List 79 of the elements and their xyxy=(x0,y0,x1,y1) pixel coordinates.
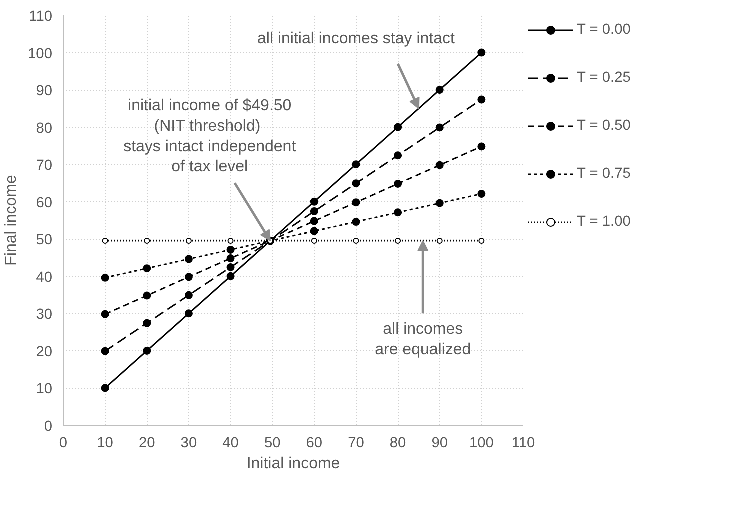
point xyxy=(478,96,486,104)
point xyxy=(143,319,152,328)
point xyxy=(310,198,318,206)
point xyxy=(478,48,486,57)
x-tick-label: 60 xyxy=(306,436,323,452)
point xyxy=(186,238,192,244)
point xyxy=(226,263,235,272)
point xyxy=(352,160,360,169)
y-tick-label: 80 xyxy=(36,120,53,137)
point xyxy=(394,152,402,160)
legend-label: T = 0.25 xyxy=(577,70,631,86)
x-tick-label: 0 xyxy=(59,436,68,452)
point xyxy=(184,255,193,264)
point xyxy=(101,310,110,318)
y-tick-label: 0 xyxy=(44,419,53,435)
point xyxy=(226,272,235,280)
y-tick-label: 90 xyxy=(36,84,53,100)
y-tick-label: 20 xyxy=(36,344,53,360)
x-tick-label: 30 xyxy=(180,436,198,452)
annotation: all incomes are equalized xyxy=(375,321,472,359)
x-tick-label: 40 xyxy=(222,436,239,452)
point xyxy=(352,198,360,207)
point xyxy=(143,346,152,355)
point xyxy=(394,180,402,188)
y-tick-label: 10 xyxy=(36,382,53,398)
point xyxy=(184,310,193,318)
point xyxy=(228,238,234,244)
x-tick-label: 70 xyxy=(348,436,364,452)
point xyxy=(101,347,110,356)
point xyxy=(352,180,360,188)
point xyxy=(478,190,486,198)
annotation: all initial incomes stay intact xyxy=(258,30,456,48)
y-tick-label: 60 xyxy=(36,195,53,212)
x-tick-label: 20 xyxy=(138,436,156,452)
point xyxy=(144,238,150,244)
point xyxy=(478,142,486,151)
legend-label: T = 1.00 xyxy=(577,214,631,230)
x-tick-label: 50 xyxy=(264,436,281,452)
y-tick-label: 110 xyxy=(29,9,53,25)
point xyxy=(184,291,193,300)
point xyxy=(310,217,318,226)
point xyxy=(436,199,444,208)
x-tick-label: 80 xyxy=(390,436,406,452)
point xyxy=(436,86,444,94)
x-axis-title: Initial income xyxy=(246,456,340,472)
x-tick-label: 100 xyxy=(469,436,494,452)
point xyxy=(102,238,108,244)
x-tick-label: 110 xyxy=(512,436,536,452)
annotation: initial income of $49.50 (NIT threshold) stays intact independent of tax level xyxy=(124,98,297,176)
point xyxy=(101,384,110,392)
point xyxy=(143,264,152,273)
legend-label: T = 0.00 xyxy=(577,22,631,38)
point xyxy=(395,238,402,244)
point xyxy=(478,238,485,244)
point xyxy=(394,208,402,217)
legend-label: T = 0.50 xyxy=(577,118,631,134)
point xyxy=(101,274,110,282)
point xyxy=(436,238,443,244)
y-tick-label: 30 xyxy=(36,307,53,324)
y-tick-label: 70 xyxy=(36,158,53,174)
legend-label: T = 0.75 xyxy=(577,166,631,182)
point xyxy=(436,124,444,132)
y-axis-title: Final income xyxy=(3,175,20,266)
y-tick-label: 50 xyxy=(36,232,53,249)
x-tick-label: 90 xyxy=(432,436,448,452)
point xyxy=(436,161,444,170)
point xyxy=(184,273,193,282)
point xyxy=(311,238,318,244)
y-tick-label: 100 xyxy=(28,46,53,62)
y-tick-label: 40 xyxy=(36,270,53,286)
point xyxy=(310,208,318,216)
point xyxy=(353,238,360,244)
point xyxy=(310,227,318,236)
x-tick-label: 10 xyxy=(97,436,114,452)
point xyxy=(394,123,402,132)
point xyxy=(226,246,235,254)
point xyxy=(352,218,360,226)
point xyxy=(143,292,152,300)
point xyxy=(226,254,235,263)
